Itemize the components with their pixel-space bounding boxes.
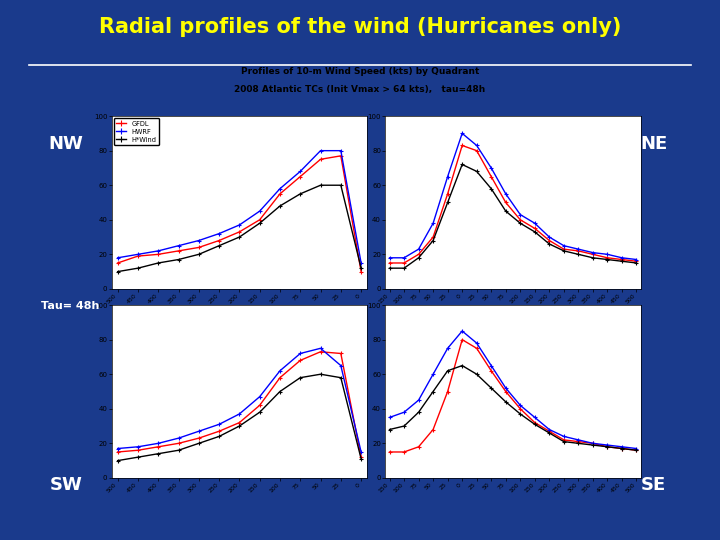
Text: SE: SE xyxy=(641,476,667,494)
Text: SW: SW xyxy=(50,476,83,494)
Text: Radial profiles of the wind (Hurricanes only): Radial profiles of the wind (Hurricanes … xyxy=(99,17,621,37)
Legend: GFDL, HWRF, H*Wind: GFDL, HWRF, H*Wind xyxy=(114,118,159,145)
Text: NE: NE xyxy=(640,136,667,153)
Text: 2008 Atlantic TCs (Init Vmax > 64 kts),   tau=48h: 2008 Atlantic TCs (Init Vmax > 64 kts), … xyxy=(235,85,485,94)
Text: Tau= 48h: Tau= 48h xyxy=(40,301,99,312)
Text: NW: NW xyxy=(49,136,84,153)
Text: Profiles of 10-m Wind Speed (kts) by Quadrant: Profiles of 10-m Wind Speed (kts) by Qua… xyxy=(240,67,480,76)
